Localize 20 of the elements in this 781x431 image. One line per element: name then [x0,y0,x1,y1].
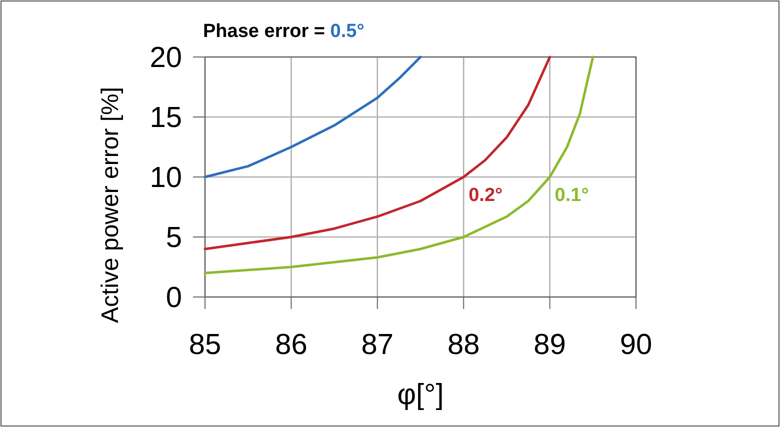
text: 0.5° [330,21,364,42]
y-axis-title: Active power error [%] [97,86,124,324]
chart-title: Phase error = [203,21,325,42]
y-tick-label: 20 [150,42,182,74]
x-tick-label: 89 [534,329,566,361]
line-series [204,56,594,274]
x-tick-label: 86 [275,329,308,361]
y-tick-label: 10 [150,162,182,194]
line-series [204,56,422,178]
series-label: 0.1° [554,185,589,206]
y-tick-label: 0 [166,282,182,314]
line-series [204,56,552,250]
x-tick-label: 90 [620,329,652,361]
y-tick-label: 15 [150,102,182,134]
x-axis-title: φ[°] [397,379,444,411]
series-label: 0.2° [468,185,503,206]
y-tick-label: 5 [166,222,182,254]
x-tick-label: 88 [447,329,480,361]
x-tick-label: 85 [188,329,222,361]
x-tick-label: 87 [361,329,394,361]
